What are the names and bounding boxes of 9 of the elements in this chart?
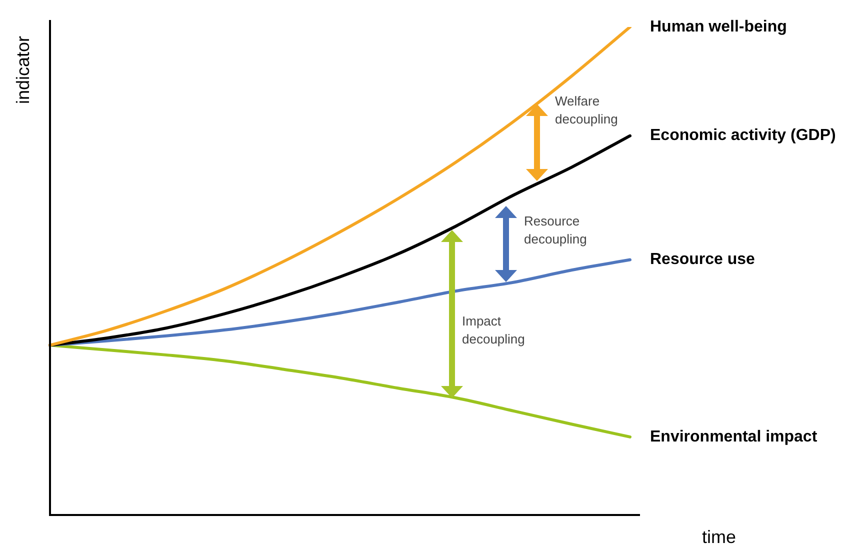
y-axis-title: indicator xyxy=(12,36,33,104)
annotation: Resource decoupling xyxy=(524,214,587,247)
series-label: Resource use xyxy=(650,251,756,268)
series-label: Economic activity (GDP) xyxy=(650,127,836,144)
series-label: Human well-being xyxy=(650,18,787,36)
x-axis-title: time xyxy=(702,526,736,547)
annotation: Impact decoupling xyxy=(462,314,525,347)
series-label: Environmental impact xyxy=(650,428,818,446)
annotation: Welfare decoupling xyxy=(555,94,618,127)
